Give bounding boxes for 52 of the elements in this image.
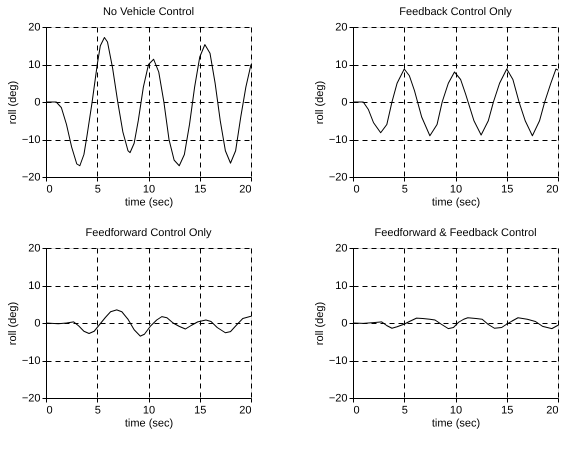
x-tick-label: 0 — [46, 184, 53, 196]
y-tick-label: −20 — [328, 392, 348, 404]
x-tick-label: 20 — [239, 184, 252, 196]
chart-title: Feedback Control Only — [399, 6, 512, 18]
y-tick-label: 20 — [335, 242, 348, 254]
y-axis-title: roll (deg) — [314, 302, 326, 346]
y-tick-label: 10 — [335, 280, 348, 292]
x-tick-label: 20 — [239, 404, 252, 416]
y-tick-label: 0 — [34, 318, 40, 330]
y-axis-title: roll (deg) — [314, 80, 326, 124]
y-tick-label: −10 — [22, 355, 40, 367]
chart-title: Feedforward Control Only — [86, 227, 212, 239]
y-tick-label: 0 — [341, 318, 348, 330]
y-tick-label: −10 — [328, 134, 348, 146]
x-tick-label: 15 — [194, 404, 206, 416]
y-tick-label: 10 — [28, 280, 40, 292]
y-tick-label: −10 — [22, 134, 40, 146]
y-axis-title: roll (deg) — [6, 302, 19, 346]
x-tick-label: 10 — [450, 184, 462, 196]
y-tick-label: −10 — [328, 355, 348, 367]
x-tick-label: 10 — [142, 404, 156, 416]
y-tick-label: 20 — [28, 242, 40, 254]
x-tick-label: 5 — [94, 184, 101, 196]
y-tick-label: 0 — [34, 96, 40, 108]
x-axis-title: time (sec) — [432, 418, 480, 430]
x-tick-label: 20 — [546, 184, 558, 196]
y-tick-label: 10 — [28, 59, 40, 71]
y-tick-label: −20 — [22, 172, 40, 184]
x-tick-label: 15 — [501, 184, 514, 196]
y-tick-label: 10 — [335, 59, 348, 71]
x-tick-label: 5 — [402, 404, 408, 416]
x-axis-title: time (sec) — [124, 418, 174, 430]
x-axis-title: time (sec) — [124, 196, 174, 208]
x-axis-title: time (sec) — [432, 196, 480, 208]
y-tick-label: 0 — [341, 96, 348, 108]
y-tick-label: −20 — [22, 392, 40, 404]
chart-title: No Vehicle Control — [102, 6, 194, 18]
x-tick-label: 0 — [354, 184, 360, 196]
x-tick-label: 0 — [46, 404, 53, 416]
x-tick-label: 15 — [194, 184, 206, 196]
x-tick-label: 20 — [546, 404, 558, 416]
x-tick-label: 5 — [402, 184, 408, 196]
x-tick-label: 10 — [450, 404, 462, 416]
y-axis-title: roll (deg) — [6, 80, 19, 124]
chart-title: Feedforward & Feedback Control — [374, 227, 537, 239]
x-tick-label: 10 — [142, 184, 156, 196]
y-tick-label: 20 — [28, 22, 40, 34]
x-tick-label: 15 — [501, 404, 514, 416]
x-tick-label: 0 — [354, 404, 360, 416]
y-tick-label: −20 — [328, 172, 348, 184]
x-tick-label: 5 — [94, 404, 101, 416]
y-tick-label: 20 — [335, 22, 348, 34]
